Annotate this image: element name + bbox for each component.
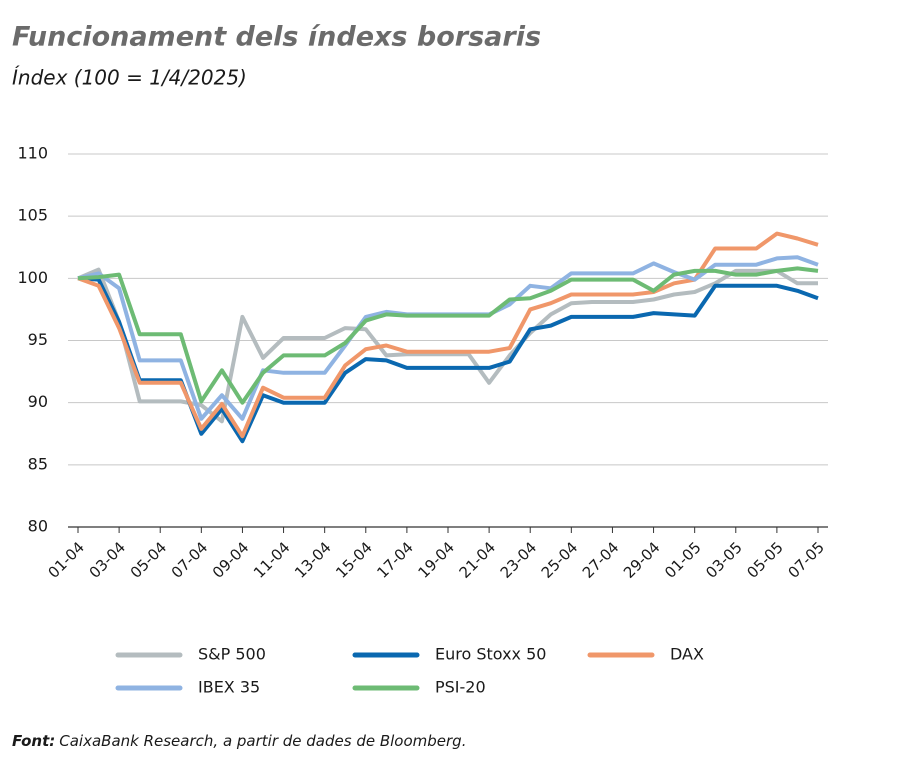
legend-label: IBEX 35 <box>198 678 260 697</box>
x-tick-label: 01-04 <box>44 538 88 582</box>
y-tick-label: 110 <box>17 144 48 163</box>
x-tick-label: 29-04 <box>620 538 664 582</box>
x-tick-label: 15-04 <box>332 538 376 582</box>
series-line <box>77 267 818 424</box>
y-tick-label: 100 <box>17 268 48 287</box>
y-tick-label: 85 <box>28 454 48 473</box>
x-tick-label: 07-04 <box>168 538 212 582</box>
legend-label: S&P 500 <box>198 645 266 664</box>
x-tick-label: 11-04 <box>250 538 294 582</box>
x-tick-label: 09-04 <box>209 538 253 582</box>
y-tick-label: 90 <box>28 392 48 411</box>
x-tick-label: 23-04 <box>497 538 541 582</box>
x-tick-label: 25-04 <box>538 538 582 582</box>
source: Font: CaixaBank Research, a partir de dad… <box>12 732 466 750</box>
x-tick-label: 13-04 <box>291 538 335 582</box>
legend-label: Euro Stoxx 50 <box>435 645 546 664</box>
y-tick-label: 105 <box>17 206 48 225</box>
chart-subtitle: Índex (100 = 1/4/2025) <box>12 66 247 90</box>
x-tick-label: 01-05 <box>661 538 705 582</box>
series-line <box>77 231 819 439</box>
series-line <box>77 255 819 421</box>
x-tick-label: 05-04 <box>127 538 171 582</box>
series-line <box>77 276 819 444</box>
x-tick-label: 05-05 <box>743 538 787 582</box>
y-tick-label: 95 <box>28 330 48 349</box>
y-tick-label: 80 <box>28 517 48 536</box>
legend-label: DAX <box>670 645 704 664</box>
x-tick-label: 03-05 <box>702 538 746 582</box>
x-tick-label: 03-04 <box>86 538 130 582</box>
legend-label: PSI-20 <box>435 678 486 697</box>
source-text: CaixaBank Research, a partir de dades de… <box>59 732 466 750</box>
x-tick-label: 17-04 <box>373 538 417 582</box>
x-tick-label: 27-04 <box>579 538 623 582</box>
x-tick-label: 21-04 <box>456 538 500 582</box>
x-tick-label: 07-05 <box>784 538 828 582</box>
source-label: Font: <box>12 732 55 750</box>
series-line <box>77 266 819 405</box>
chart-title: Funcionament dels índexs borsaris <box>12 22 541 53</box>
x-tick-label: 19-04 <box>414 538 458 582</box>
